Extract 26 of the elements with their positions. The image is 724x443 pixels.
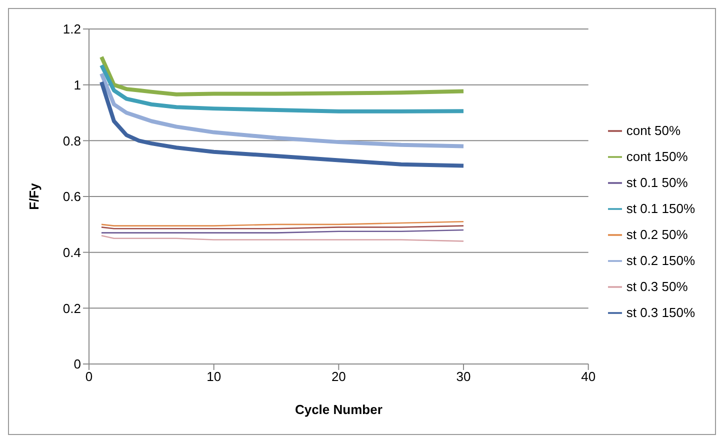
legend-label: st 0.3 50% <box>626 278 688 294</box>
x-axis-title: Cycle Number <box>294 402 382 417</box>
line-series <box>99 80 466 168</box>
y-tick-label: 0.4 <box>62 244 81 260</box>
x-tick-label: 30 <box>456 369 471 384</box>
x-tick-label: 10 <box>206 369 222 384</box>
line-series <box>99 72 466 148</box>
y-tick-label: 0.6 <box>62 189 81 204</box>
legend-label: st 0.2 150% <box>626 252 695 268</box>
legend-label: cont 50% <box>626 122 681 138</box>
legend-label: st 0.3 150% <box>626 304 695 320</box>
legend-label: st 0.1 50% <box>626 174 688 190</box>
y-tick-label: 1.2 <box>62 22 81 37</box>
legend-label: cont 150% <box>626 148 688 164</box>
y-axis-title: F/Fy <box>26 182 42 210</box>
y-tick-label: 0.8 <box>62 133 81 148</box>
y-tick-label: 0 <box>74 356 81 372</box>
x-tick-label: 40 <box>581 369 596 384</box>
legend-label: st 0.2 50% <box>626 226 688 242</box>
line-series <box>99 63 466 114</box>
x-tick-label: 0 <box>85 369 93 384</box>
y-tick-label: 1 <box>74 77 81 92</box>
y-tick-label: 0.2 <box>62 300 81 316</box>
line-series <box>99 54 466 96</box>
x-tick-label: 20 <box>331 369 346 384</box>
legend-label: st 0.1 150% <box>626 200 695 216</box>
